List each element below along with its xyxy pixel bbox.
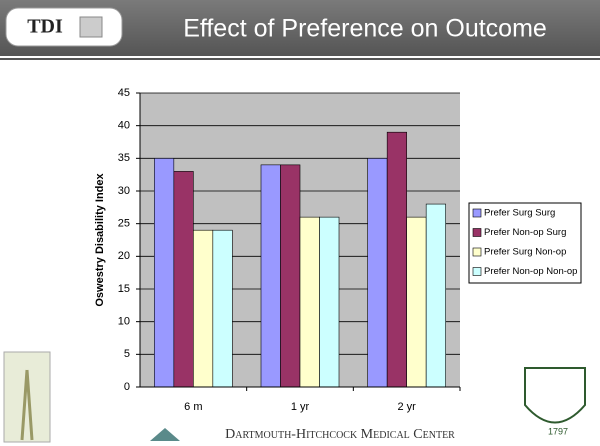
legend-swatch (473, 268, 481, 276)
bar (368, 158, 388, 387)
y-tick-label: 10 (118, 316, 130, 328)
legend-swatch (473, 209, 481, 217)
y-tick-label: 30 (118, 185, 130, 197)
x-tick-label: 1 yr (291, 401, 310, 413)
y-tick-label: 25 (118, 218, 130, 230)
y-tick-label: 45 (118, 87, 130, 99)
bar (213, 230, 233, 387)
bar (261, 165, 281, 387)
y-tick-label: 5 (124, 348, 130, 360)
bar (426, 204, 446, 387)
y-tick-label: 40 (118, 120, 130, 132)
bar (387, 132, 407, 387)
bar (320, 217, 340, 387)
x-tick-label: 2 yr (397, 401, 416, 413)
y-tick-label: 20 (118, 250, 130, 262)
y-tick-label: 0 (124, 381, 130, 393)
legend-label: Prefer Surg Surg (484, 208, 555, 219)
x-tick-label: 6 m (184, 401, 202, 413)
legend-label: Prefer Non-op Surg (484, 227, 566, 238)
logo-box (6, 8, 122, 46)
seal-year: 1797 (548, 426, 568, 436)
logo-text: TDI (27, 16, 63, 38)
left-logo (4, 352, 50, 442)
y-tick-label: 15 (118, 283, 130, 295)
bar (154, 158, 174, 387)
logo-icon (80, 17, 102, 37)
y-tick-label: 35 (118, 152, 130, 164)
chart-title: Effect of Preference on Outcome (183, 15, 547, 43)
header-rule (0, 58, 600, 60)
slide: TDI Effect of Preference on Outcome Oswe… (0, 0, 600, 446)
seal (525, 368, 585, 423)
legend-label: Prefer Non-op Non-op (484, 266, 577, 277)
legend-label: Prefer Surg Non-op (484, 247, 566, 258)
legend-swatch (473, 248, 481, 256)
footer-institution: Dartmouth-Hitchcock Medical Center (225, 427, 455, 442)
bar (407, 217, 427, 387)
bar (300, 217, 320, 387)
y-axis-title: Oswestry Disability Index (94, 172, 106, 306)
bar (174, 171, 194, 387)
bar (193, 230, 213, 387)
footer-mark (150, 428, 180, 441)
bar (281, 165, 301, 387)
legend-swatch (473, 229, 481, 237)
